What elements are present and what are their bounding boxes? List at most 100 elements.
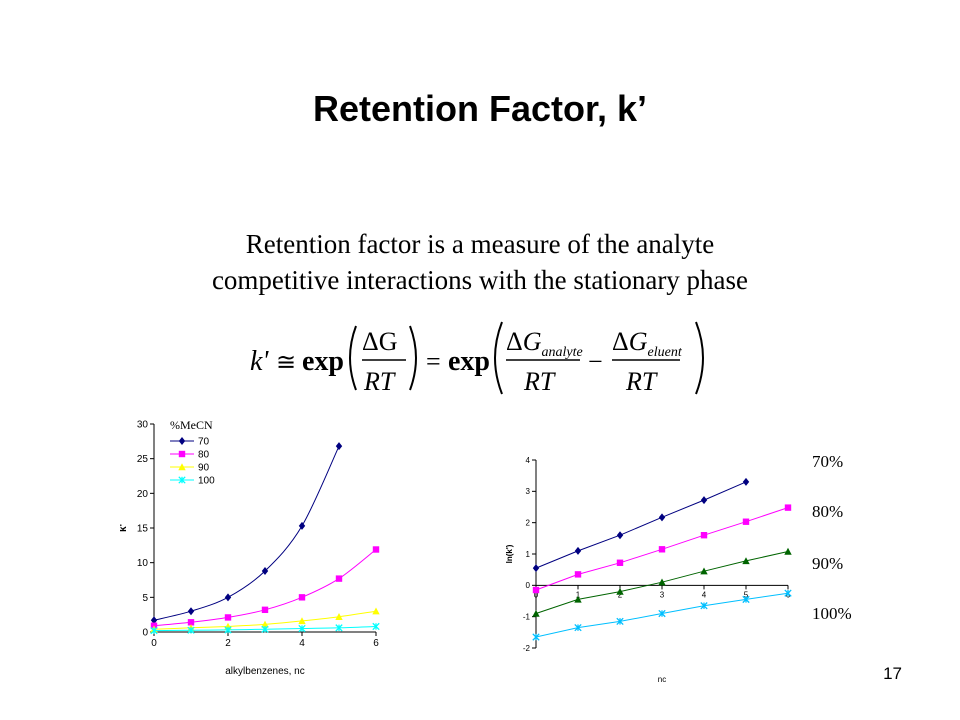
eq-paren-open-2 — [494, 321, 503, 395]
y-tick-label: -2 — [523, 644, 531, 653]
series-3-point — [298, 624, 306, 633]
eq-lhs: k' — [250, 346, 269, 377]
series-3 — [150, 622, 380, 635]
page-number: 17 — [883, 664, 902, 683]
eq-deltaG-analyte: ΔGanalyte — [506, 327, 583, 360]
y-tick-label: -1 — [523, 612, 531, 621]
series-0-point — [150, 616, 158, 625]
y-tick-label: 5 — [142, 593, 148, 604]
series-1-point — [532, 586, 540, 594]
eq-paren-close-2 — [695, 321, 704, 395]
legend-label-3: 100 — [198, 476, 215, 487]
retention-factor-equation: k' ≅ exp ΔG RT = exp ΔGanalyte RT − ΔGel… — [250, 321, 704, 396]
y-tick-label: 25 — [137, 454, 149, 465]
series-0-point — [742, 477, 750, 486]
series-2 — [532, 547, 792, 617]
x-axis-label: alkylbenzenes, nc — [225, 666, 305, 677]
series-3-point — [658, 609, 666, 618]
legend-marker-0 — [178, 437, 186, 445]
series-1-point — [372, 546, 380, 553]
subtitle-line-1: Retention factor is a measure of the ana… — [245, 229, 715, 259]
series-0-point — [532, 564, 540, 573]
series-0-point — [224, 593, 232, 602]
x-axis-label: nc — [658, 675, 666, 684]
series-3-point — [532, 633, 540, 641]
series-1-point — [784, 504, 792, 511]
series-3-point — [742, 595, 750, 604]
x-tick-label: 5 — [744, 590, 749, 599]
slide-subtitle: Retention factor is a measure of the ana… — [0, 226, 960, 298]
eq-rt-1: RT — [363, 367, 396, 396]
series-3-point — [261, 625, 269, 633]
y-tick-label: 4 — [526, 456, 531, 465]
legend: %MeCN 70 80 90 100 — [170, 418, 215, 487]
x-tick-label: 0 — [534, 590, 539, 599]
series-3-point — [335, 624, 343, 632]
eq-rt-3: RT — [625, 367, 658, 396]
series-0-point — [616, 531, 624, 540]
series-0-point — [298, 521, 306, 530]
legend-marker-2 — [178, 463, 186, 471]
eq-paren-open-1 — [349, 325, 357, 391]
series-1 — [150, 546, 380, 629]
series-0 — [532, 477, 750, 573]
y-tick-label: 10 — [137, 558, 149, 569]
eq-approx: ≅ — [276, 350, 296, 376]
pct-label-100: 100% — [812, 604, 852, 623]
legend-marker-1 — [178, 450, 186, 458]
series-1-point — [616, 559, 624, 566]
series-3-point — [187, 626, 195, 634]
x-tick-label: 4 — [299, 638, 305, 649]
pct-label-80: 80% — [812, 502, 844, 521]
eq-deltaG-eluent: ΔGeluent — [612, 327, 683, 360]
y-tick-label: 3 — [526, 487, 531, 496]
eq-exp-1: exp — [302, 346, 344, 377]
series-1-point — [658, 546, 666, 553]
x-tick-label: 3 — [660, 590, 665, 599]
legend-title: %MeCN — [170, 418, 213, 432]
y-tick-label: 15 — [137, 524, 149, 535]
eq-minus: − — [588, 347, 603, 376]
series-2-point — [784, 547, 792, 555]
legend-label-1: 80 — [198, 450, 210, 461]
series-2-point — [372, 607, 380, 615]
series-1-point — [261, 606, 269, 614]
series-1-point — [298, 594, 306, 601]
x-tick-label: 4 — [702, 590, 707, 599]
series-1-point — [574, 571, 582, 578]
series-3-point — [150, 626, 158, 635]
series-3-point — [224, 626, 232, 634]
series-3-point — [574, 623, 582, 632]
pct-label-70: 70% — [812, 452, 844, 471]
series-1-point — [224, 614, 232, 621]
series-3-point — [700, 602, 708, 610]
k-vs-nc-chart: 0 5 10 15 20 25 30 0 2 4 6 alkylbenzenes, nc k' %MeCN… — [120, 418, 380, 677]
series-2-point — [616, 587, 624, 595]
series-2-point — [335, 613, 343, 620]
series-1 — [532, 504, 792, 594]
series-2-point — [298, 617, 306, 625]
y-tick-label: 0 — [142, 628, 148, 639]
y-tick-label: 30 — [137, 420, 149, 431]
y-axis-label: k' — [120, 524, 129, 532]
series-3-point — [784, 589, 792, 597]
y-tick-label: 1 — [526, 550, 531, 559]
series-1-line — [153, 549, 377, 627]
slide-title: Retention Factor, k’ — [312, 88, 648, 129]
series-0-line — [153, 445, 340, 621]
pct-label-90: 90% — [812, 554, 844, 573]
series-0-point — [658, 513, 666, 522]
series-2-point — [658, 578, 666, 586]
series-3 — [532, 589, 792, 641]
legend-label-0: 70 — [198, 437, 210, 448]
y-tick-label: 20 — [137, 489, 149, 500]
eq-paren-close-1 — [409, 325, 417, 391]
y-tick-label: 0 — [526, 581, 531, 590]
legend-label-2: 90 — [198, 463, 210, 474]
x-tick-label: 2 — [618, 590, 623, 599]
y-axis-label: ln(k') — [505, 544, 514, 563]
x-tick-label: 0 — [151, 638, 157, 649]
series-1-point — [335, 575, 343, 582]
y-tick-label: 2 — [526, 518, 531, 527]
series-3-point — [372, 622, 380, 631]
